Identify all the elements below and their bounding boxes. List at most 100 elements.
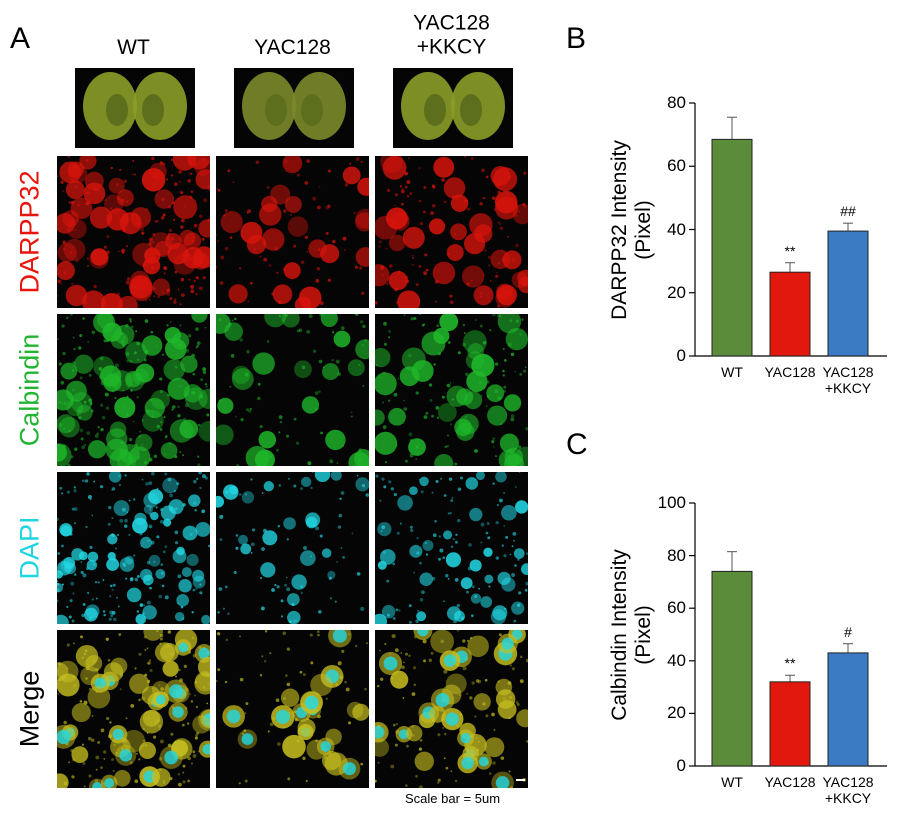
cell (144, 397, 165, 419)
cell (167, 377, 190, 400)
speckle (149, 526, 152, 528)
speckle (524, 366, 527, 369)
cell (152, 278, 170, 296)
speckle (286, 587, 291, 592)
speckle (484, 249, 487, 252)
speckle (433, 363, 436, 366)
cell (287, 216, 309, 237)
speckle (512, 532, 517, 536)
speckle (263, 257, 268, 262)
cell (406, 725, 423, 742)
cell (355, 477, 369, 492)
cell (283, 517, 296, 530)
speckle (245, 702, 249, 706)
cell (463, 233, 486, 255)
speckle (525, 427, 528, 431)
speckle (510, 417, 515, 422)
speckle (194, 508, 197, 512)
speckle (179, 324, 182, 327)
speckle (219, 514, 224, 519)
speckle (61, 324, 65, 328)
speckle (286, 647, 290, 651)
speckle (408, 654, 411, 658)
speckle (167, 743, 172, 748)
speckle (158, 684, 161, 687)
speckle (57, 294, 59, 298)
speckle (198, 716, 201, 719)
speckle (354, 265, 358, 269)
speckle (108, 617, 112, 621)
speckle (156, 424, 161, 429)
speckle (171, 408, 174, 411)
speckle (224, 209, 228, 212)
cell (254, 449, 275, 466)
speckle (465, 372, 469, 376)
speckle (337, 661, 342, 666)
speckle (144, 319, 149, 323)
speckle (405, 652, 408, 656)
speckle (80, 561, 83, 563)
speckle (498, 222, 501, 225)
speckle (128, 437, 133, 442)
speckle (447, 341, 451, 344)
speckle (177, 773, 180, 776)
speckle (394, 648, 399, 653)
speckle (168, 228, 173, 233)
cell (198, 219, 210, 238)
speckle (451, 496, 454, 499)
cell (282, 156, 303, 174)
speckle (147, 661, 151, 665)
speckle (194, 694, 196, 697)
cell (122, 729, 146, 753)
speckle (443, 494, 447, 497)
cell (263, 481, 274, 492)
speckle (148, 481, 153, 485)
cell (252, 352, 275, 375)
speckle (97, 740, 101, 744)
cell (163, 359, 185, 381)
speckle (159, 377, 163, 381)
cell (388, 271, 408, 291)
speckle (192, 750, 196, 754)
speckle (278, 415, 283, 420)
cell (496, 283, 513, 301)
speckle (475, 679, 480, 683)
speckle (110, 166, 113, 170)
speckle (480, 522, 485, 527)
cell (461, 265, 485, 288)
cell (445, 673, 467, 695)
speckle (375, 474, 379, 478)
speckle (103, 750, 107, 754)
speckle (419, 785, 423, 788)
speckle (99, 403, 104, 407)
speckle (225, 638, 229, 642)
speckle (388, 480, 392, 484)
cell (57, 582, 64, 593)
speckle (416, 537, 419, 540)
cell (149, 232, 173, 256)
speckle (392, 723, 396, 727)
row-label: Merge (14, 670, 45, 748)
y-tick-label: 60 (667, 598, 686, 618)
speckle (334, 600, 337, 603)
speckle (65, 316, 69, 320)
speckle (300, 260, 305, 265)
speckle (139, 430, 142, 433)
cell (241, 491, 255, 504)
speckle (406, 180, 411, 184)
speckle (94, 779, 99, 783)
speckle (60, 180, 64, 184)
speckle (405, 784, 408, 787)
speckle (101, 416, 106, 420)
cell (443, 177, 466, 199)
cell (63, 238, 86, 261)
nucleus (460, 732, 471, 744)
cell (281, 314, 300, 328)
speckle (351, 532, 354, 535)
speckle (411, 256, 414, 259)
speckle (259, 425, 263, 429)
y-axis-label: DARPP32 Intensity (Pixel) (607, 140, 655, 320)
cell (191, 314, 208, 323)
speckle (111, 758, 115, 762)
speckle (446, 444, 449, 448)
